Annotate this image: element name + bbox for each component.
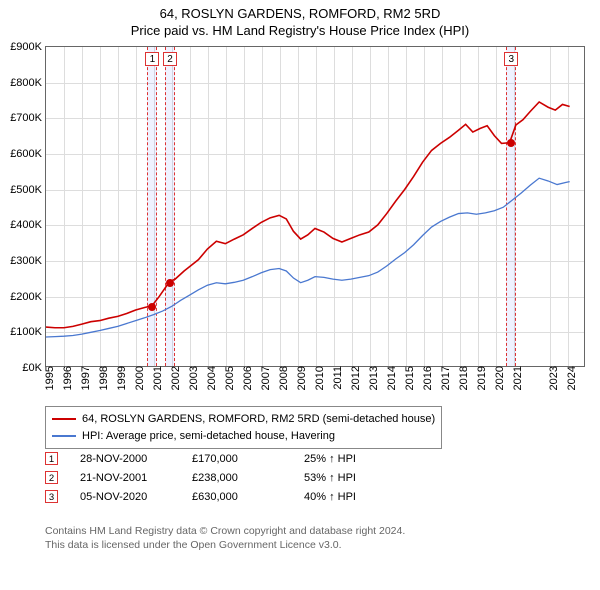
sales-table-index-box: 3	[45, 490, 58, 503]
legend-swatch	[52, 418, 76, 420]
xtick-label: 2017	[438, 366, 452, 390]
ytick-label: £700K	[10, 112, 46, 124]
sales-table-index-box: 2	[45, 471, 58, 484]
xtick-label: 2019	[474, 366, 488, 390]
ytick-label: £800K	[10, 77, 46, 89]
sales-table-date: 21-NOV-2001	[80, 472, 170, 484]
xtick-label: 2021	[510, 366, 524, 390]
sales-table-price: £238,000	[192, 472, 282, 484]
xtick-label: 2024	[564, 366, 578, 390]
xtick-label: 2010	[312, 366, 326, 390]
sales-table-row: 1 28-NOV-2000 £170,000 25% ↑ HPI	[45, 452, 394, 465]
xtick-label: 2020	[492, 366, 506, 390]
chart-plot-area: £0K£100K£200K£300K£400K£500K£600K£700K£8…	[45, 46, 585, 367]
xtick-label: 2008	[276, 366, 290, 390]
xtick-label: 2000	[132, 366, 146, 390]
sales-table-row: 3 05-NOV-2020 £630,000 40% ↑ HPI	[45, 490, 394, 503]
ytick-label: £500K	[10, 184, 46, 196]
legend: 64, ROSLYN GARDENS, ROMFORD, RM2 5RD (se…	[45, 406, 442, 449]
ytick-label: £900K	[10, 41, 46, 53]
legend-swatch	[52, 435, 76, 437]
legend-row: 64, ROSLYN GARDENS, ROMFORD, RM2 5RD (se…	[52, 411, 435, 428]
xtick-label: 2023	[546, 366, 560, 390]
xtick-label: 2006	[240, 366, 254, 390]
sales-table-row: 2 21-NOV-2001 £238,000 53% ↑ HPI	[45, 471, 394, 484]
xtick-label: 2018	[456, 366, 470, 390]
sales-table-pct: 25% ↑ HPI	[304, 453, 394, 465]
xtick-label: 2011	[330, 366, 344, 390]
xtick-label: 1996	[60, 366, 74, 390]
xtick-label: 2002	[168, 366, 182, 390]
title-line-2: Price paid vs. HM Land Registry's House …	[0, 23, 600, 40]
sales-table: 1 28-NOV-2000 £170,000 25% ↑ HPI 2 21-NOV-200…	[45, 452, 394, 509]
xtick-label: 2005	[222, 366, 236, 390]
xtick-label: 2004	[204, 366, 218, 390]
series-hpi	[46, 178, 570, 337]
xtick-label: 1997	[78, 366, 92, 390]
xtick-label: 2003	[186, 366, 200, 390]
chart-title: 64, ROSLYN GARDENS, ROMFORD, RM2 5RD Pri…	[0, 0, 600, 40]
sales-table-price: £170,000	[192, 453, 282, 465]
legend-label: HPI: Average price, semi-detached house,…	[82, 428, 335, 445]
xtick-label: 1998	[96, 366, 110, 390]
sales-table-pct: 53% ↑ HPI	[304, 472, 394, 484]
sales-table-pct: 40% ↑ HPI	[304, 491, 394, 503]
ytick-label: £400K	[10, 219, 46, 231]
xtick-label: 1999	[114, 366, 128, 390]
ytick-label: £600K	[10, 148, 46, 160]
ytick-label: £300K	[10, 255, 46, 267]
ytick-label: £200K	[10, 291, 46, 303]
footer-attribution: Contains HM Land Registry data © Crown c…	[45, 524, 405, 552]
xtick-label: 2007	[258, 366, 272, 390]
sales-table-price: £630,000	[192, 491, 282, 503]
xtick-label: 2012	[348, 366, 362, 390]
footer-line-1: Contains HM Land Registry data © Crown c…	[45, 524, 405, 538]
sales-table-index-box: 1	[45, 452, 58, 465]
xtick-label: 2014	[384, 366, 398, 390]
title-line-1: 64, ROSLYN GARDENS, ROMFORD, RM2 5RD	[0, 6, 600, 23]
xtick-label: 2001	[150, 366, 164, 390]
legend-label: 64, ROSLYN GARDENS, ROMFORD, RM2 5RD (se…	[82, 411, 435, 428]
xtick-label: 2015	[402, 366, 416, 390]
chart-svg	[46, 47, 584, 366]
legend-row: HPI: Average price, semi-detached house,…	[52, 428, 435, 445]
xtick-label: 2013	[366, 366, 380, 390]
series-property	[46, 102, 570, 328]
xtick-label: 2016	[420, 366, 434, 390]
xtick-label: 1995	[42, 366, 56, 390]
xtick-label: 2009	[294, 366, 308, 390]
footer-line-2: This data is licensed under the Open Gov…	[45, 538, 405, 552]
sales-table-date: 28-NOV-2000	[80, 453, 170, 465]
sales-table-date: 05-NOV-2020	[80, 491, 170, 503]
ytick-label: £100K	[10, 326, 46, 338]
